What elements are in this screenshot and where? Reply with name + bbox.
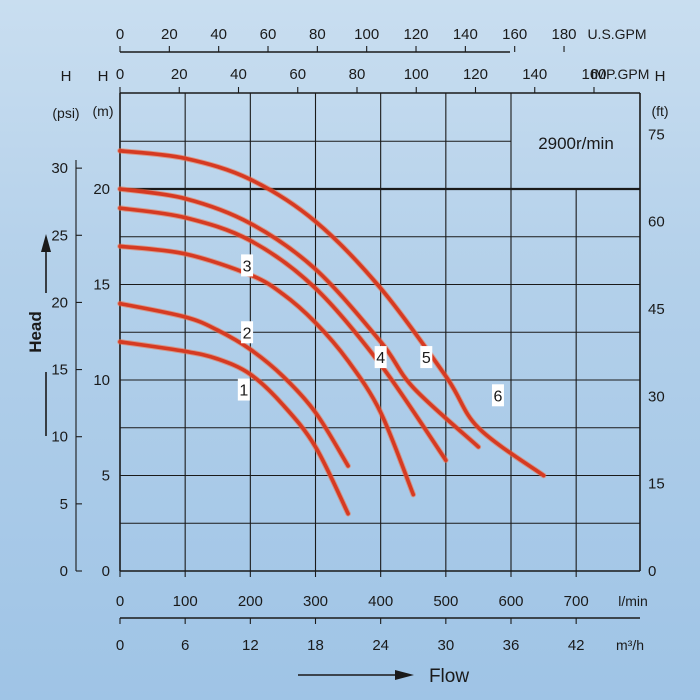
- impgpm-tick-label: 120: [463, 66, 488, 83]
- usgpm-tick-label: 40: [210, 26, 227, 43]
- psi-axis-title: H: [61, 68, 72, 85]
- usgpm-tick-label: 60: [260, 26, 277, 43]
- pump-curve-1: [118, 340, 350, 516]
- x-axis-label: Flow: [429, 666, 469, 687]
- m3h-tick-label: 30: [437, 637, 454, 654]
- psi-tick-label: 15: [51, 362, 68, 379]
- curve-glow-5: [117, 186, 482, 450]
- m3h-tick-label: 42: [568, 637, 585, 654]
- x-tick-label: 200: [238, 593, 263, 610]
- curve-label-3: 3: [243, 258, 252, 275]
- usgpm-tick-label: 140: [453, 26, 478, 43]
- meter-tick-label: 0: [102, 563, 110, 580]
- usgpm-tick-label: 120: [404, 26, 429, 43]
- curve-label-box-1: [237, 378, 250, 401]
- meter-axis-title: H: [98, 68, 109, 85]
- psi-tick-label: 25: [51, 227, 68, 244]
- x-tick-label: 500: [433, 593, 458, 610]
- m3h-unit-label: m³/h: [616, 637, 644, 653]
- pump-curve-6: [118, 149, 546, 478]
- x-tick-label: 100: [173, 593, 198, 610]
- meter-tick-label: 15: [93, 277, 110, 294]
- curve-label-1: 1: [239, 383, 248, 400]
- m3h-tick-label: 6: [181, 637, 189, 654]
- usgpm-tick-label: 160: [502, 26, 527, 43]
- usgpm-tick-label: 0: [116, 26, 124, 43]
- flow-arrow-head: [395, 670, 414, 680]
- feet-tick-label: 45: [648, 301, 665, 318]
- impgpm-tick-label: 40: [230, 66, 247, 83]
- psi-tick-label: 5: [60, 496, 68, 513]
- impgpm-tick-label: 60: [289, 66, 306, 83]
- curve-label-4: 4: [376, 350, 385, 367]
- m3h-tick-label: 24: [372, 637, 389, 654]
- meter-tick-label: 20: [93, 181, 110, 198]
- curve-label-box-3: [241, 254, 254, 277]
- meter-tick-label: 5: [102, 468, 110, 485]
- impgpm-tick-label: 100: [404, 66, 429, 83]
- curve-label-6: 6: [494, 388, 503, 405]
- x-tick-label: 400: [368, 593, 393, 610]
- m3h-tick-label: 0: [116, 637, 124, 654]
- impgpm-tick-label: 0: [116, 66, 124, 83]
- curve-label-box-5: [420, 346, 433, 369]
- meter-axis-unit: (m): [93, 103, 114, 119]
- x-unit-label: l/min: [618, 593, 648, 609]
- pump-curve-5: [118, 187, 481, 449]
- psi-tick-label: 0: [60, 563, 68, 580]
- x-tick-label: 600: [498, 593, 523, 610]
- m3h-tick-label: 12: [242, 637, 259, 654]
- impgpm-tick-label: 20: [171, 66, 188, 83]
- usgpm-tick-label: 180: [552, 26, 577, 43]
- feet-tick-label: 30: [648, 388, 665, 405]
- curve-label-5: 5: [422, 350, 431, 367]
- psi-tick-label: 10: [51, 429, 68, 446]
- usgpm-unit-label: U.S.GPM: [587, 26, 646, 42]
- x-tick-label: 700: [564, 593, 589, 610]
- impgpm-tick-label: 80: [349, 66, 366, 83]
- impgpm-tick-label: 160: [581, 66, 606, 83]
- curve-label-box-2: [241, 321, 254, 344]
- m3h-tick-label: 36: [503, 637, 520, 654]
- impgpm-unit-label: IMP.GPM: [591, 66, 650, 82]
- feet-tick-label: 0: [648, 563, 656, 580]
- pump-curve-4: [118, 206, 448, 462]
- usgpm-tick-label: 100: [354, 26, 379, 43]
- feet-axis-unit: (ft): [651, 103, 668, 119]
- impgpm-tick-label: 140: [522, 66, 547, 83]
- usgpm-tick-label: 20: [161, 26, 178, 43]
- feet-tick-label: 15: [648, 476, 665, 493]
- feet-tick-label: 60: [648, 214, 665, 231]
- x-tick-label: 300: [303, 593, 328, 610]
- psi-tick-label: 30: [51, 160, 68, 177]
- chart-title: 2900r/min: [538, 134, 614, 153]
- curve-label-2: 2: [243, 325, 252, 342]
- x-tick-label: 0: [116, 593, 124, 610]
- meter-tick-label: 10: [93, 372, 110, 389]
- pump-curve-2: [118, 301, 350, 468]
- feet-tick-label: 75: [648, 126, 665, 143]
- y-axis-label: Head: [26, 311, 45, 353]
- pump-curve-3: [118, 244, 416, 497]
- curve-label-box-4: [374, 346, 387, 369]
- usgpm-tick-label: 80: [309, 26, 326, 43]
- head-arrow-head: [41, 234, 51, 252]
- psi-axis-unit: (psi): [52, 105, 79, 121]
- m3h-tick-label: 18: [307, 637, 324, 654]
- feet-axis-title: H: [655, 68, 666, 85]
- curve-label-box-6: [491, 384, 504, 407]
- psi-tick-label: 20: [51, 294, 68, 311]
